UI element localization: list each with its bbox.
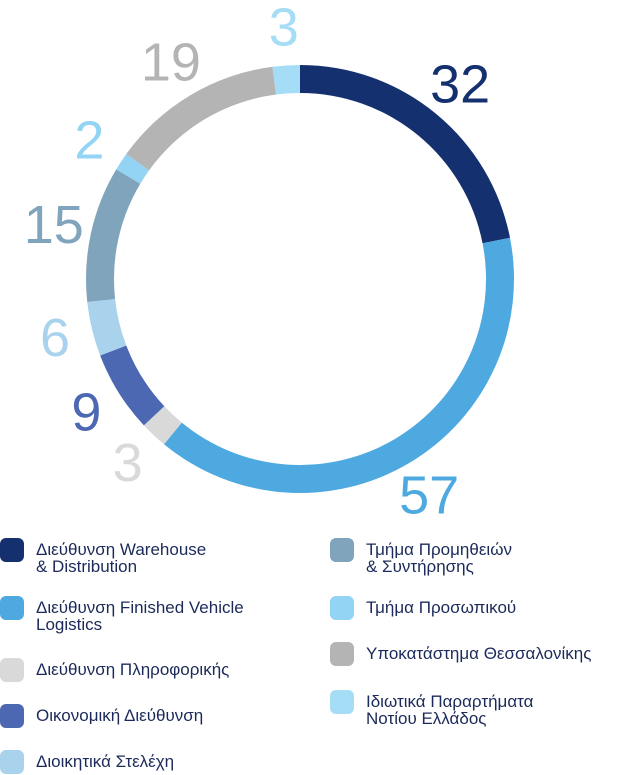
slice	[126, 66, 277, 171]
legend-swatch	[0, 704, 24, 728]
slice	[272, 65, 300, 95]
legend-item: Διεύθυνση Πληροφορικής	[0, 658, 229, 682]
slice	[116, 153, 150, 184]
value-label: 3	[113, 433, 143, 493]
legend-item: Τμήμα Προμηθειών & Συντήρησης	[330, 538, 512, 575]
legend-swatch	[330, 596, 354, 620]
legend-swatch	[0, 750, 24, 774]
value-label: 19	[141, 33, 201, 93]
legend-label: Τμήμα Προσωπικού	[366, 598, 517, 617]
value-label: 6	[40, 308, 70, 368]
legend-item: Διεύθυνση Warehouse & Distribution	[0, 538, 206, 575]
legend-label: Διεύθυνση Warehouse & Distribution	[36, 540, 207, 576]
slice	[143, 406, 182, 445]
legend-item: Ιδιωτικά Παραρτήματα Νοτίου Ελλάδος	[330, 690, 533, 727]
value-label: 3	[269, 0, 299, 58]
legend-swatch	[0, 538, 24, 562]
slice	[86, 169, 141, 302]
legend-label: Υποκατάστημα Θεσσαλονίκης	[366, 644, 592, 663]
legend-swatch	[330, 538, 354, 562]
legend-label: Διεύθυνση Πληροφορικής	[36, 660, 230, 679]
legend-item: Υποκατάστημα Θεσσαλονίκης	[330, 642, 591, 666]
legend-label: Διοικητικά Στελέχη	[36, 752, 175, 771]
legend-label: Ιδιωτικά Παραρτήματα Νοτίου Ελλάδος	[366, 692, 534, 728]
value-label: 15	[24, 195, 84, 255]
legend-swatch	[0, 596, 24, 620]
legend-swatch	[330, 642, 354, 666]
value-label: 9	[71, 383, 101, 443]
legend-label: Οικονομική Διεύθυνση	[36, 706, 204, 725]
value-label: 32	[430, 54, 490, 114]
slice	[164, 237, 514, 493]
legend-item: Διοικητικά Στελέχη	[0, 750, 174, 774]
legend-label: Τμήμα Προμηθειών & Συντήρησης	[366, 540, 512, 576]
legend-label: Διεύθυνση Finished Vehicle Logistics	[36, 598, 244, 634]
slice	[100, 345, 165, 426]
value-label: 57	[399, 465, 459, 520]
legend-swatch	[330, 690, 354, 714]
legend-item: Οικονομική Διεύθυνση	[0, 704, 203, 728]
legend-item: Τμήμα Προσωπικού	[330, 596, 516, 620]
value-label: 2	[74, 111, 104, 171]
slice	[87, 298, 127, 356]
legend-swatch	[0, 658, 24, 682]
legend-item: Διεύθυνση Finished Vehicle Logistics	[0, 596, 244, 633]
slice	[300, 65, 510, 244]
